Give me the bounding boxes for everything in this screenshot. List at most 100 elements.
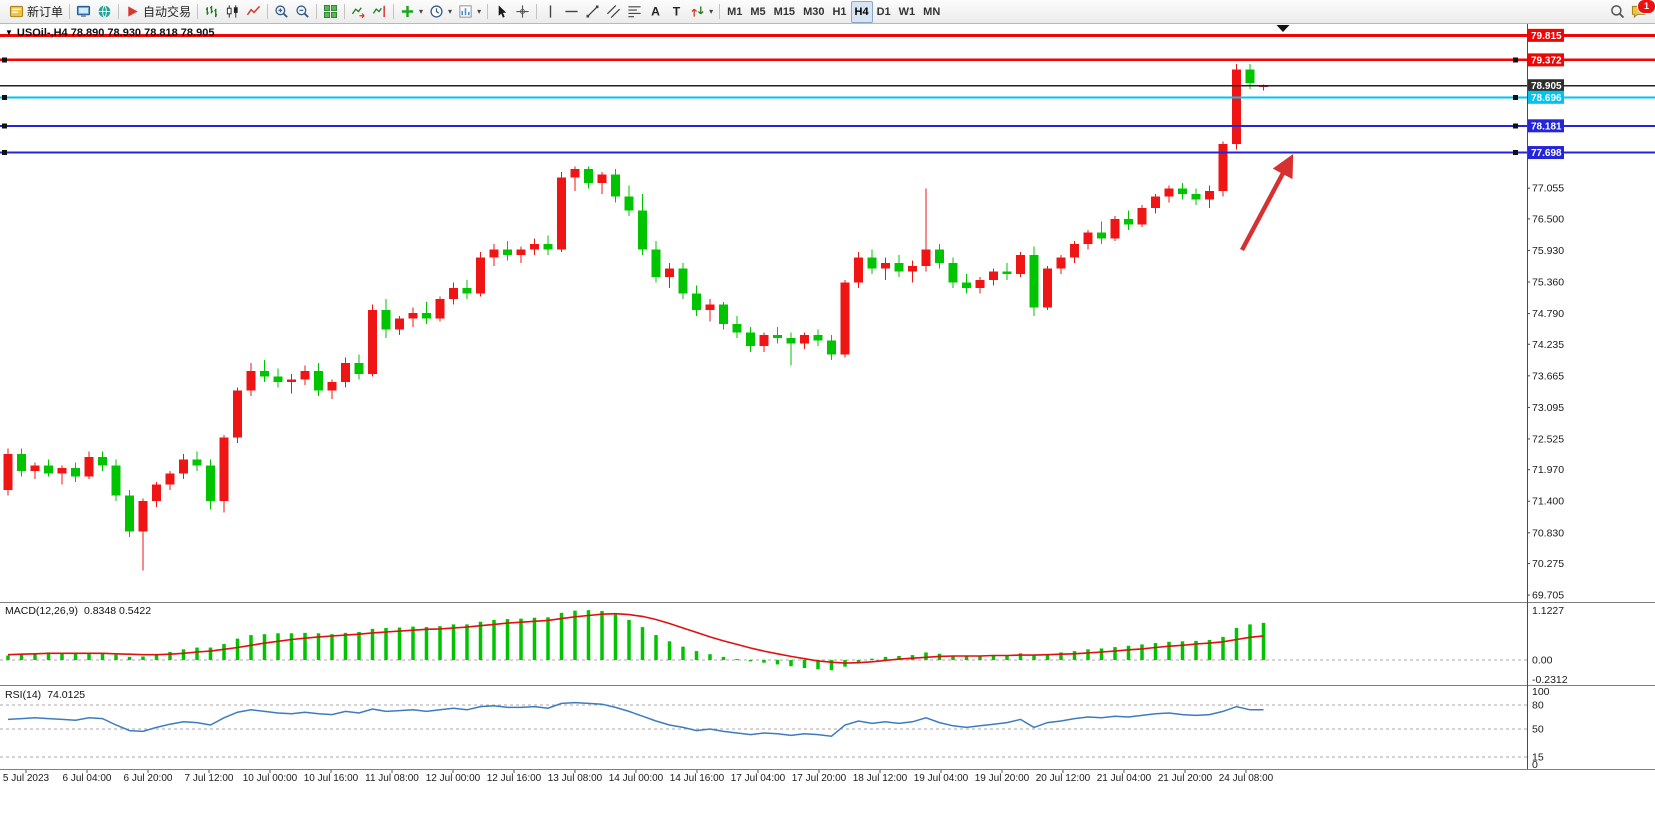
- crosshair-button[interactable]: [512, 2, 533, 22]
- macd-histogram-bar: [681, 646, 685, 660]
- time-axis-label: 19 Jul 04:00: [914, 773, 969, 784]
- candle-body: [759, 335, 769, 347]
- line-handle[interactable]: [1513, 150, 1518, 156]
- timeframe-m1[interactable]: M1: [723, 1, 746, 23]
- periods-button[interactable]: ▾: [426, 2, 455, 22]
- macd-histogram-bar: [532, 617, 537, 660]
- templates-button[interactable]: ▾: [455, 2, 484, 22]
- toolbar-separator: [69, 4, 71, 19]
- price-axis[interactable]: 77.055 76.500 75.930 75.360 74.790 74.235 73.6…: [1527, 183, 1568, 771]
- price-levels[interactable]: [0, 33, 1655, 156]
- macd-histogram-bar: [708, 654, 712, 660]
- price-tick-label: 73.665: [1532, 370, 1564, 382]
- bar-chart-button[interactable]: [201, 2, 222, 22]
- candle-body: [1232, 69, 1241, 145]
- trendline-button[interactable]: [582, 2, 603, 22]
- macd-histogram-bar: [964, 656, 969, 660]
- auto-scroll-button[interactable]: [348, 2, 369, 22]
- timeframe-h4[interactable]: H4: [850, 0, 873, 23]
- community-button[interactable]: [94, 2, 115, 22]
- new-order-button[interactable]: 新订单: [6, 2, 66, 22]
- macd-histogram-bar: [789, 660, 793, 667]
- macd-histogram-bar: [505, 619, 510, 660]
- candle-body: [71, 468, 80, 477]
- line-handle[interactable]: [1513, 94, 1518, 100]
- macd-label: MACD(12,26,9) 0.8348 0.5422: [5, 605, 151, 617]
- template-icon: [458, 4, 473, 19]
- line-chart-button[interactable]: [243, 2, 264, 22]
- line-handle[interactable]: [2, 57, 7, 63]
- equidistant-channel-button[interactable]: [603, 2, 624, 22]
- timeframe-m30[interactable]: M30: [799, 1, 828, 23]
- candle-body: [543, 243, 553, 250]
- indicators-button[interactable]: ▾: [397, 2, 426, 22]
- rsi-scale-label: 15: [1532, 752, 1544, 764]
- candle-body: [1191, 193, 1201, 200]
- zoom-in-button[interactable]: [271, 2, 292, 22]
- timeframe-m5[interactable]: M5: [746, 1, 769, 23]
- time-axis[interactable]: 5 Jul 2023 6 Jul 04:00 6 Jul 20:00 7 Jul 12…: [3, 770, 1274, 784]
- arrows-button[interactable]: ▾: [687, 2, 716, 22]
- indicator-guide-lines: [0, 659, 1527, 758]
- macd-name: MACD(12,26,9): [5, 605, 78, 617]
- line-handle[interactable]: [2, 94, 7, 100]
- dropdown-caret-icon[interactable]: ▾: [448, 6, 453, 16]
- macd-histogram-bar: [829, 660, 834, 671]
- macd-histogram-bar: [168, 651, 172, 660]
- timeframe-m1-label: M1: [727, 5, 743, 18]
- candle-body: [1029, 254, 1039, 308]
- line-handle[interactable]: [2, 150, 7, 156]
- toolbar-separator: [197, 4, 199, 19]
- price-badge-label: 79.372: [1531, 55, 1562, 66]
- cursor-button[interactable]: [491, 2, 512, 22]
- symbol-info: ▼ USOil-,H4 78.890 78.930 78.818 78.905: [5, 27, 214, 39]
- time-axis-label: 18 Jul 12:00: [853, 773, 908, 784]
- price-tick-label: 71.400: [1532, 496, 1564, 508]
- candle-body: [665, 268, 674, 278]
- dropdown-caret-icon[interactable]: ▾: [709, 6, 714, 16]
- dropdown-caret-icon[interactable]: ▾: [477, 6, 482, 16]
- line-handle[interactable]: [2, 123, 7, 129]
- toolbar-separator: [316, 4, 318, 19]
- chart-shift-button[interactable]: [369, 2, 390, 22]
- notifications-button[interactable]: 1: [1628, 0, 1655, 22]
- macd-histogram-bar: [19, 654, 24, 660]
- macd-histogram-bar: [586, 610, 591, 660]
- vertical-line-button[interactable]: [540, 2, 561, 22]
- macd-histogram-bar: [1126, 645, 1131, 660]
- auto-trading-button[interactable]: 自动交易: [122, 2, 194, 22]
- text-button[interactable]: A: [645, 2, 666, 22]
- macd-histogram-bar: [951, 655, 955, 660]
- search-button[interactable]: [1607, 2, 1628, 22]
- chart-dropdown-icon[interactable]: ▼: [5, 28, 13, 37]
- trendline-icon: [585, 4, 600, 19]
- trend-arrow-annotation[interactable]: [1240, 154, 1294, 252]
- candle-body: [206, 465, 215, 502]
- zoom-out-button[interactable]: [292, 2, 313, 22]
- fibonacci-button[interactable]: [624, 2, 645, 22]
- rsi-value: 74.0125: [47, 689, 86, 701]
- text-label-button[interactable]: T: [666, 2, 687, 22]
- timeframe-h1[interactable]: H1: [828, 1, 850, 23]
- svg-text:A: A: [651, 5, 660, 19]
- candle-body: [786, 337, 796, 344]
- timeframe-d1[interactable]: D1: [873, 1, 895, 23]
- label-icon: T: [669, 4, 684, 19]
- candlestick-chart-button[interactable]: [222, 2, 243, 22]
- candle-body: [962, 282, 971, 289]
- macd-histogram-bar: [1086, 649, 1090, 660]
- market-watch-button[interactable]: [73, 2, 94, 22]
- line-handle[interactable]: [1513, 57, 1518, 63]
- timeframe-m15[interactable]: M15: [770, 1, 799, 23]
- candle-body: [3, 454, 13, 491]
- horizontal-line-button[interactable]: [561, 2, 582, 22]
- macd-histogram-bar: [1261, 622, 1266, 660]
- dropdown-caret-icon[interactable]: ▾: [419, 6, 424, 16]
- candle-body: [800, 335, 809, 344]
- timeframe-mn[interactable]: MN: [919, 1, 944, 23]
- tile-windows-button[interactable]: [320, 2, 341, 22]
- candle-body: [422, 313, 431, 319]
- line-handle[interactable]: [1513, 123, 1518, 129]
- timeframe-w1[interactable]: W1: [895, 1, 920, 23]
